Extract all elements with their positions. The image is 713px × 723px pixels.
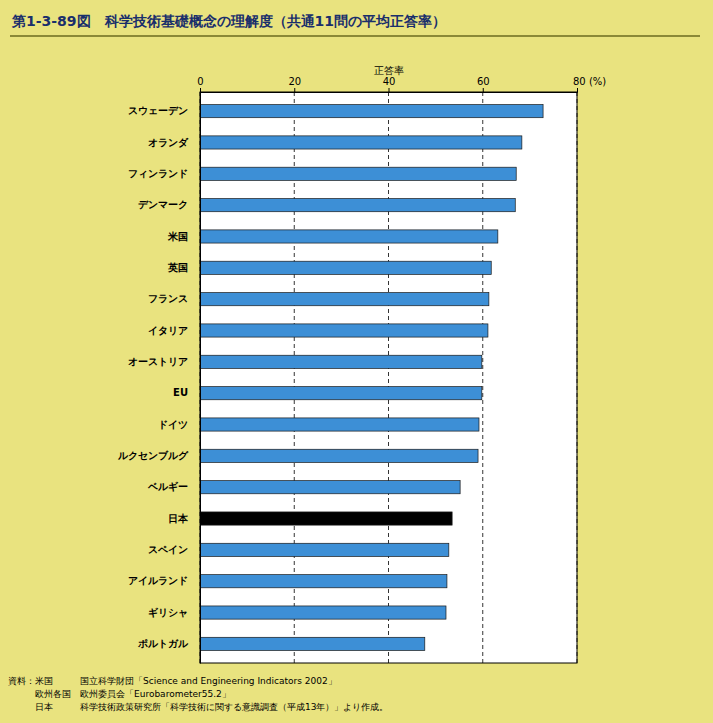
bar: [200, 512, 452, 525]
category-label: スペイン: [148, 544, 188, 555]
bar: [200, 575, 447, 588]
tick: デンマーク: [138, 199, 200, 210]
tick: スウェーデン: [128, 105, 200, 116]
axis-line: [200, 93, 201, 664]
tick-mark: [200, 88, 201, 92]
tick-label: 20: [288, 76, 301, 87]
bar: [200, 136, 522, 149]
bar: [200, 418, 479, 431]
bar: [200, 105, 543, 118]
category-label: EU: [173, 387, 188, 398]
bars: [200, 105, 543, 651]
plot-frame: [200, 92, 577, 663]
tick: 80 (%): [573, 76, 606, 92]
tick: 英国: [167, 262, 200, 273]
x-axis: 0 20 40 60 80 (%): [197, 76, 606, 93]
category-label: アイルランド: [128, 575, 188, 586]
tick-label: 40: [383, 76, 396, 87]
bar: [200, 261, 491, 274]
bar: [200, 637, 425, 650]
category-label: フィンランド: [128, 168, 188, 179]
chart: 第1-3-89図 科学技術基礎概念の理解度（共通11問の平均正答率） 0 20 40 6…: [0, 0, 713, 723]
category-label: 英国: [167, 262, 188, 273]
background: [0, 0, 713, 723]
category-label: デンマーク: [138, 199, 188, 210]
tick: 0: [197, 76, 203, 92]
category-label: 日本: [168, 513, 189, 524]
tick: ポルトガル: [137, 638, 200, 649]
category-label: フランス: [148, 293, 188, 304]
source-note: 資料：米国 国立科学財団「Science and Engineering Ind…: [8, 676, 337, 686]
tick: ルクセンブルグ: [117, 450, 200, 461]
category-label: オランダ: [148, 137, 189, 148]
bar: [200, 481, 460, 494]
category-label: ルクセンブルグ: [117, 450, 189, 461]
bar: [200, 355, 482, 368]
tick: 米国: [167, 231, 200, 242]
tick-mark: [294, 88, 295, 92]
tick: イタリア: [148, 325, 200, 336]
plot-area: [200, 92, 577, 663]
tick: 40: [383, 76, 396, 92]
source-note: 欧州各国 欧州委員会「Eurobarometer55.2」: [8, 689, 231, 699]
tick-label: 60: [477, 76, 490, 87]
title: 第1-3-89図 科学技術基礎概念の理解度（共通11問の平均正答率）: [11, 13, 446, 29]
tick: ベルギー: [147, 481, 200, 492]
tick: フィンランド: [128, 168, 200, 179]
tick: 日本: [168, 513, 200, 524]
tick: ギリシャ: [148, 607, 200, 618]
tick-mark: [483, 88, 484, 92]
tick-label: 80 (%): [573, 76, 606, 87]
tick: EU: [173, 387, 200, 398]
category-label: ドイツ: [158, 419, 188, 430]
tick: ドイツ: [158, 419, 200, 430]
tick: フランス: [148, 293, 200, 304]
bar: [200, 199, 515, 212]
tick: オランダ: [148, 137, 200, 148]
tick: 20: [288, 76, 301, 92]
tick-mark: [577, 88, 578, 92]
tick: スペイン: [148, 544, 200, 555]
tick: アイルランド: [128, 575, 200, 586]
bar: [200, 230, 498, 243]
axis-line: [201, 88, 578, 93]
bar: [200, 387, 482, 400]
bar: [200, 449, 478, 462]
tick: オーストリア: [128, 356, 200, 367]
tick-mark: [389, 88, 390, 92]
category-label: ベルギー: [147, 481, 188, 492]
category-label: ギリシャ: [148, 607, 188, 618]
bar: [200, 293, 489, 306]
bar: [200, 167, 516, 180]
tick: 60: [477, 76, 490, 92]
y-axis: スウェーデンオランダフィンランドデンマーク米国英国フランスイタリアオーストリア E…: [117, 93, 201, 664]
tick-label: 0: [197, 76, 203, 87]
category-label: ポルトガル: [137, 638, 189, 649]
category-label: スウェーデン: [128, 105, 188, 116]
bar: [200, 606, 446, 619]
notes: 資料：米国 国立科学財団「Science and Engineering Ind…: [8, 676, 388, 712]
category-label: イタリア: [148, 325, 188, 336]
grid: [200, 92, 577, 663]
bar: [200, 543, 449, 556]
category-label: オーストリア: [128, 356, 188, 367]
bar: [200, 324, 488, 337]
title-rule: [10, 35, 700, 37]
source-note: 日本 科学技術政策研究所「科学技術に関する意識調査（平成13年）」より作成。: [8, 702, 388, 712]
category-label: 米国: [167, 231, 188, 242]
axis-title: 正答率: [374, 65, 404, 76]
